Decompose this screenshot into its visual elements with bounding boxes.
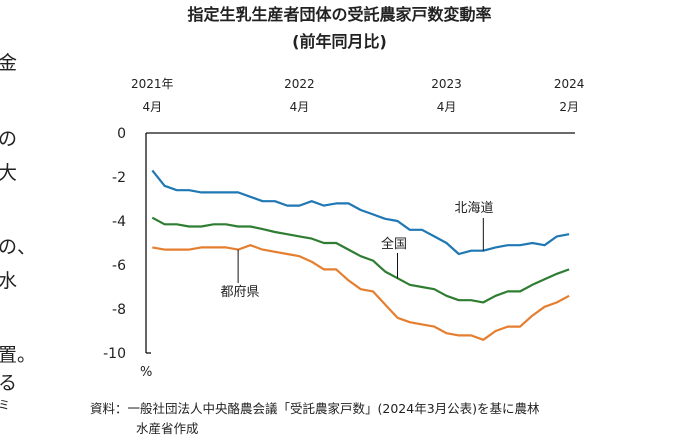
cut-off-text: る: [0, 372, 18, 394]
y-tick-label: -6: [112, 258, 126, 274]
series-line-2: [152, 244, 570, 341]
x-tick-month: 2月: [559, 100, 579, 114]
x-tick-month: 4月: [142, 100, 162, 114]
y-tick-label: -8: [112, 302, 126, 318]
x-tick-month: 4月: [290, 100, 310, 114]
y-tick-label: -2: [112, 170, 126, 186]
source-note: 資料：一般社団法人中央酪農会議「受託農家戸数」(2024年3月公表)を基に農林: [90, 401, 540, 416]
cut-off-text: の: [0, 128, 18, 150]
series-line-0: [151, 169, 570, 256]
series-label: 全国: [381, 236, 407, 252]
chart-title: 指定生乳生産者団体の受託農家戸数変動率: [187, 5, 492, 24]
y-tick-label: -4: [112, 214, 126, 230]
series-label: 都府県: [220, 285, 259, 300]
x-tick-year: 2024: [554, 77, 585, 91]
cut-off-text: ミ: [0, 398, 11, 412]
x-tick-year: 2023: [431, 77, 462, 91]
x-tick-month: 4月: [437, 100, 457, 114]
source-note-cont: 水産省作成: [136, 421, 199, 436]
x-tick-year: 2022: [284, 77, 315, 91]
series-line-1: [151, 216, 570, 304]
cut-off-text: 金: [0, 52, 18, 74]
cut-off-text: 置。: [0, 344, 37, 366]
y-tick-label: -10: [103, 346, 126, 362]
series-label: 北海道: [454, 201, 493, 216]
y-tick-label: 0: [117, 126, 126, 142]
cut-off-text: の、: [0, 236, 37, 258]
cut-off-text: 大: [0, 162, 18, 184]
cut-off-text: 水: [0, 270, 18, 292]
x-tick-year: 2021年: [131, 77, 174, 91]
y-axis-unit: %: [140, 365, 152, 380]
chart-subtitle: (前年同月比): [292, 32, 387, 51]
